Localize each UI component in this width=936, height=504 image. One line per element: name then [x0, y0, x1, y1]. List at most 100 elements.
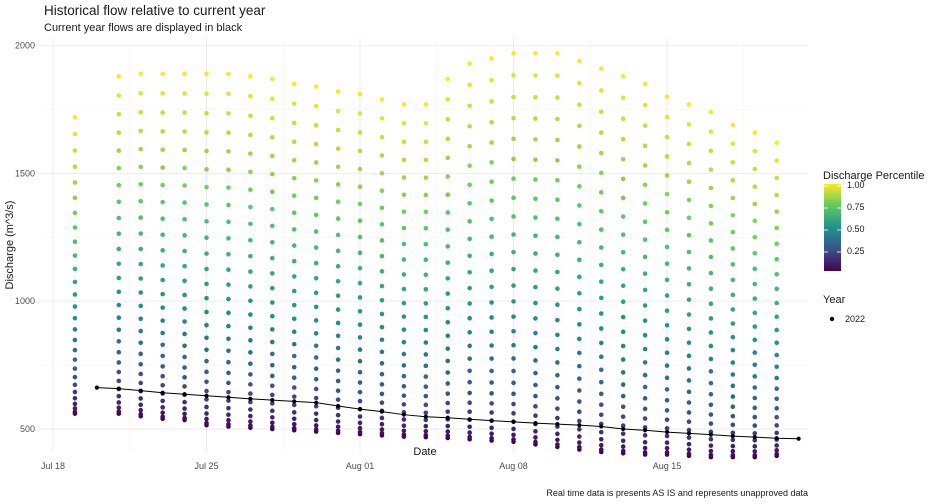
- historical-point: [357, 280, 363, 286]
- historical-point: [489, 368, 494, 374]
- historical-point: [335, 182, 341, 187]
- historical-point: [313, 212, 319, 218]
- historical-point: [467, 368, 472, 374]
- historical-point: [335, 378, 341, 384]
- historical-point: [445, 391, 451, 396]
- historical-point: [467, 143, 472, 149]
- historical-point: [138, 261, 144, 267]
- y-axis-ticks: 500 1000 1500 2000: [15, 41, 35, 434]
- historical-point: [138, 231, 144, 236]
- historical-point: [555, 95, 560, 100]
- current-year-point: [94, 385, 99, 390]
- historical-point: [620, 116, 626, 122]
- historical-point: [270, 351, 275, 357]
- historical-point: [752, 423, 758, 428]
- historical-point: [511, 195, 516, 201]
- historical-point: [730, 413, 736, 419]
- historical-point: [577, 80, 582, 86]
- historical-point: [489, 410, 494, 415]
- historical-point: [379, 153, 385, 158]
- historical-point: [489, 268, 494, 274]
- historical-point: [686, 215, 692, 221]
- historical-point: [379, 349, 385, 355]
- historical-point: [291, 101, 297, 106]
- historical-point: [72, 266, 78, 272]
- historical-point: [291, 120, 297, 126]
- historical-point: [752, 431, 758, 436]
- historical-point: [555, 216, 560, 221]
- historical-point: [226, 71, 231, 77]
- historical-point: [226, 202, 231, 208]
- historical-point: [708, 412, 714, 417]
- historical-point: [72, 374, 78, 380]
- historical-point: [72, 195, 78, 201]
- historical-point: [598, 208, 604, 214]
- current-year-point: [204, 393, 209, 398]
- historical-point: [335, 293, 341, 298]
- historical-point: [445, 227, 451, 232]
- historical-point: [445, 260, 451, 265]
- historical-point: [555, 415, 560, 421]
- historical-point: [555, 384, 560, 390]
- historical-point: [620, 266, 626, 272]
- historical-point: [598, 109, 604, 115]
- historical-point: [467, 219, 472, 224]
- historical-point: [620, 95, 626, 101]
- historical-point: [401, 314, 407, 319]
- historical-point: [489, 380, 494, 385]
- historical-point: [270, 313, 275, 319]
- historical-point: [664, 154, 670, 159]
- historical-point: [511, 51, 516, 56]
- historical-point: [511, 232, 516, 237]
- historical-point: [555, 286, 560, 291]
- historical-point: [533, 116, 538, 121]
- historical-point: [620, 423, 626, 428]
- historical-point: [138, 402, 144, 408]
- historical-point: [489, 198, 494, 203]
- historical-point: [467, 330, 472, 335]
- historical-point: [598, 190, 604, 195]
- historical-point: [642, 102, 648, 108]
- historical-point: [335, 419, 341, 424]
- historical-point: [533, 439, 538, 445]
- historical-point: [270, 239, 275, 245]
- historical-point: [423, 327, 429, 333]
- historical-point: [160, 91, 165, 96]
- historical-point: [511, 432, 516, 438]
- historical-point: [511, 314, 516, 319]
- historical-point: [445, 192, 451, 198]
- historical-point: [270, 255, 275, 261]
- historical-point: [335, 89, 341, 94]
- historical-point: [467, 315, 472, 321]
- historical-point: [313, 366, 319, 372]
- historical-point: [664, 134, 670, 140]
- historical-point: [533, 51, 538, 56]
- historical-point: [598, 354, 604, 359]
- historical-point: [291, 394, 297, 399]
- historical-point: [248, 413, 253, 419]
- historical-point: [467, 430, 472, 435]
- historical-point: [313, 260, 319, 266]
- historical-point: [620, 393, 626, 399]
- historical-point: [774, 443, 779, 448]
- historical-point: [72, 357, 78, 362]
- historical-point: [248, 253, 253, 259]
- historical-point: [555, 317, 560, 323]
- historical-point: [511, 356, 516, 361]
- historical-point: [445, 96, 451, 102]
- historical-point: [664, 191, 670, 197]
- historical-point: [401, 428, 407, 434]
- historical-point: [313, 290, 319, 296]
- historical-point: [116, 148, 122, 153]
- historical-point: [642, 332, 648, 338]
- historical-point: [489, 343, 494, 348]
- historical-point: [620, 249, 626, 255]
- historical-point: [357, 148, 363, 154]
- historical-point: [204, 309, 209, 315]
- historical-point: [686, 419, 692, 424]
- historical-point: [204, 388, 209, 394]
- historical-point: [423, 225, 429, 231]
- historical-point: [752, 437, 758, 443]
- historical-point: [313, 355, 319, 360]
- historical-point: [379, 170, 385, 176]
